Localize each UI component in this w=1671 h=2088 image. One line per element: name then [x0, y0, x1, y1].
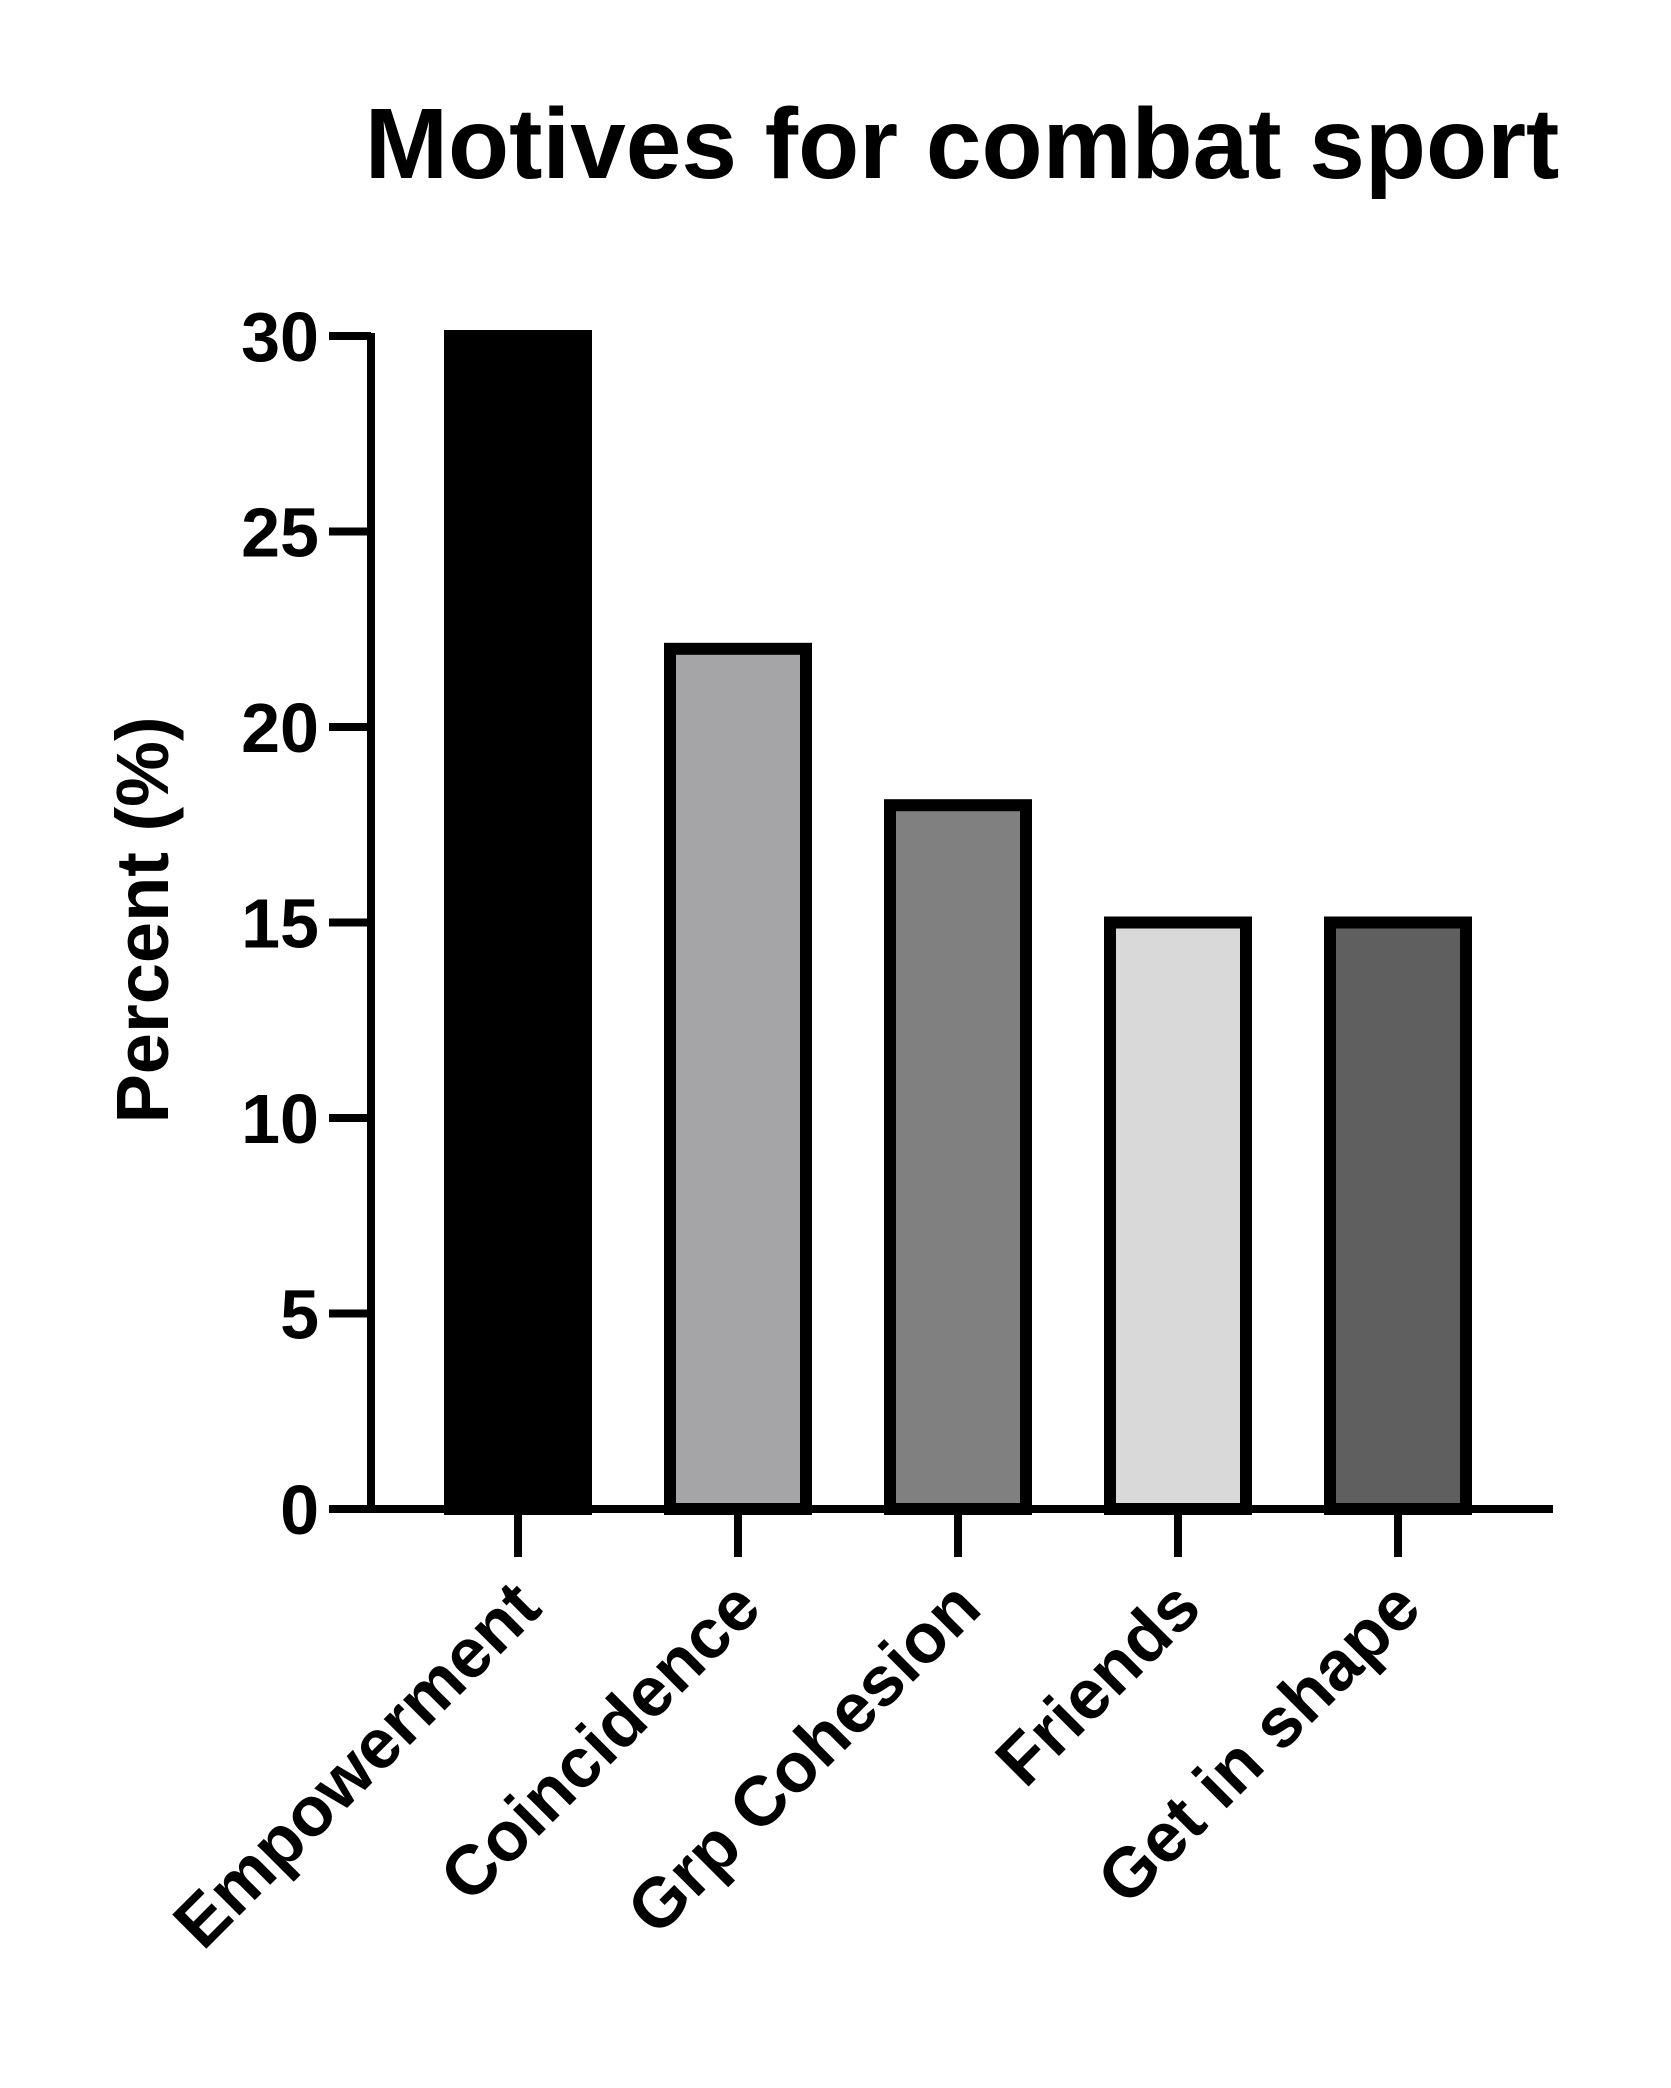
y-tick-label: 5: [280, 1276, 319, 1354]
y-tick-label: 10: [241, 1080, 319, 1158]
y-axis-label: Percent (%): [101, 716, 184, 1123]
bar-empowerment: [444, 330, 592, 1515]
bars-group: [444, 330, 1472, 1515]
y-tick-label: 25: [241, 494, 319, 572]
y-tick-label: 0: [280, 1471, 319, 1549]
bar-coincidence: [664, 642, 812, 1515]
bar-grp-cohesion: [884, 799, 1032, 1515]
chart-title: Motives for combat sport: [365, 88, 1560, 200]
bar-get-in-shape: [1324, 916, 1472, 1515]
x-category-label: Empowerment: [158, 1566, 554, 1962]
bar-friends: [1104, 916, 1252, 1515]
y-tick-label: 30: [241, 298, 319, 376]
y-tick-label: 15: [241, 885, 319, 963]
y-tick-label: 20: [241, 689, 319, 767]
y-ticks-group: 0 5 10 15 20 25 30: [241, 298, 371, 1549]
